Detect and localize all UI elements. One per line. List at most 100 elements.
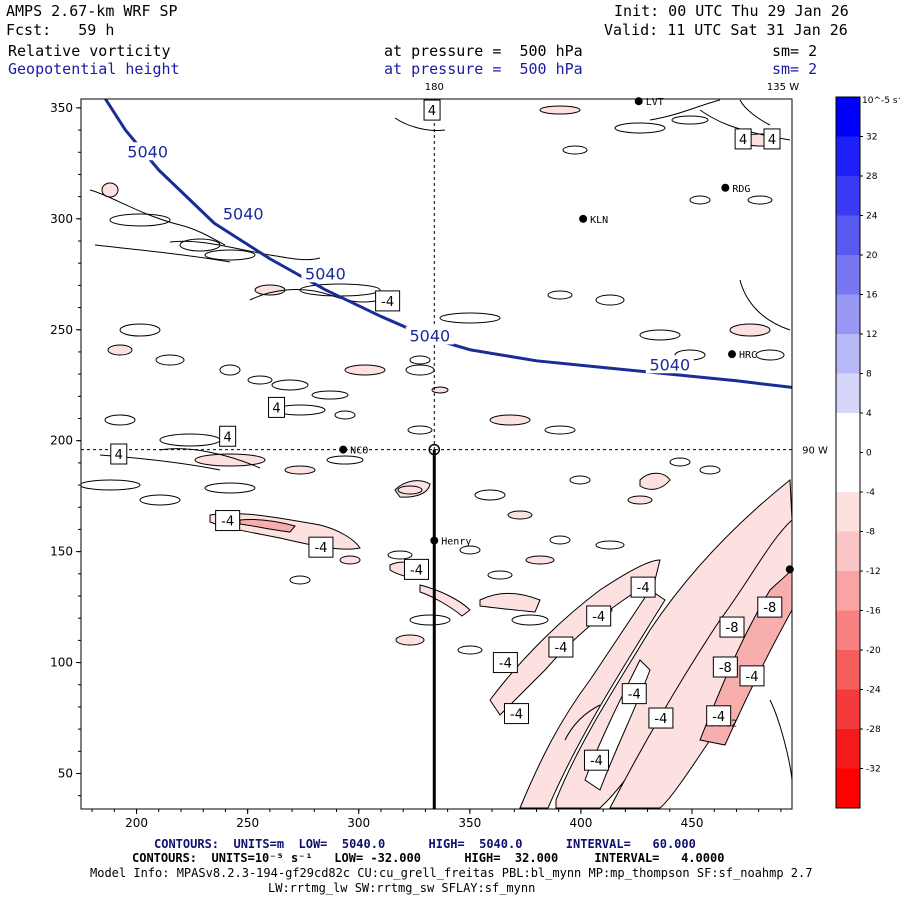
vort-contour	[104, 414, 136, 426]
vort-contour	[219, 364, 241, 376]
station-marker	[728, 350, 737, 359]
station-label: RDG	[732, 184, 750, 195]
vort-contour	[539, 105, 581, 115]
gh-label-bg	[301, 264, 350, 283]
vort-contour	[627, 495, 653, 505]
neg-vort-region	[419, 584, 471, 617]
vort-contour	[119, 323, 161, 337]
vort-contour	[439, 312, 501, 324]
vort-contour	[344, 364, 386, 376]
vort-contour-label: 4	[272, 401, 280, 416]
vort-contour	[755, 349, 785, 361]
vort-label-box	[648, 707, 674, 729]
colorbar-tick-label: 4	[866, 409, 872, 419]
colorbar-tick-label: -20	[866, 646, 881, 656]
vort-contour	[334, 410, 356, 420]
vort-contour	[459, 545, 481, 555]
colorbar: 10^-5 s^-1 32 28 24 20 16 12 8 4 0 -4 -8 -12 -16 -20 -2…	[835, 96, 900, 809]
gh-label-bg	[219, 204, 268, 223]
station-marker	[785, 565, 794, 574]
geopotential-height-layer: 5040 5040 5040 5040 5040	[104, 99, 792, 389]
colorbar-tick-label: 8	[866, 370, 872, 380]
x-tick-label: 250	[236, 816, 259, 830]
vort-label-box	[110, 443, 128, 465]
vort-contour-label: 4	[768, 133, 776, 148]
colorbar-segment	[836, 176, 860, 216]
model-info: Model Info: MPASv8.2.3-194-gf29cd82c CU:…	[90, 866, 813, 880]
station-marker	[339, 445, 348, 454]
vort-label-box	[548, 636, 574, 658]
cross-section-endpoint	[428, 443, 441, 456]
vort-contour	[101, 182, 119, 198]
vort-contour	[247, 375, 273, 385]
colorbar-tick-label: -24	[866, 686, 881, 696]
y-tick-label: 50	[58, 767, 73, 781]
model-title: AMPS 2.67-km WRF SP	[6, 2, 178, 20]
vort-contour	[614, 122, 666, 134]
gh-contour-label: 5040	[649, 355, 690, 374]
vort-contour	[107, 344, 133, 356]
vort-contour	[474, 489, 506, 501]
colorbar-segment	[836, 215, 860, 256]
colorbar-segment	[836, 610, 860, 651]
field2-smoothing: sm= 2	[772, 60, 818, 78]
vort-contour	[284, 465, 316, 475]
vort-contour-label: -4	[590, 754, 603, 769]
vort-contour	[339, 555, 361, 565]
colorbar-segment	[836, 571, 860, 611]
vorticity-shading-layer	[209, 472, 792, 809]
colorbar-tick-label: 12	[866, 330, 877, 340]
vort-contour	[109, 213, 171, 227]
colorbar-tick-label: -4	[866, 488, 875, 498]
vort-contour	[699, 465, 721, 475]
vort-contour-label: -4	[221, 515, 234, 530]
colorbar-segment	[836, 729, 860, 769]
station-label: Henry	[441, 537, 471, 548]
vort-contour-line	[159, 448, 261, 469]
vort-contour	[544, 425, 576, 435]
vort-contour	[511, 614, 549, 626]
meridian-135w-label: 135 W	[767, 82, 799, 93]
vort-contour	[139, 494, 181, 506]
colorbar-segment	[836, 413, 860, 453]
vort-contour-label: -8	[719, 661, 732, 676]
vort-contour	[204, 249, 256, 261]
colorbar-segment	[836, 689, 860, 730]
colorbar-tick-label: 32	[866, 133, 877, 143]
colorbar-tick-label: -32	[866, 765, 881, 775]
x-tick-label: 300	[347, 816, 370, 830]
vort-contour-label: 4	[224, 430, 232, 445]
vort-contour-label: -4	[592, 610, 605, 625]
vort-label-box	[215, 510, 241, 532]
vort-contour	[562, 145, 588, 155]
vorticity-label-layer: 4 4 4 -4 4 4 4 -4 -4 -4 -4 -8 -4 -8 -4 -4 -8 -4 -4 -4 -4 -4 -4	[110, 99, 783, 771]
x-tick-label: 350	[458, 816, 481, 830]
station-marker	[430, 536, 439, 545]
vort-contour	[299, 283, 381, 297]
vort-contour	[311, 390, 349, 400]
field1-level: at pressure = 500 hPa	[384, 42, 583, 60]
y-tick-label: 350	[50, 101, 73, 115]
colorbar-tick-label: 16	[866, 291, 878, 301]
vort-contour	[639, 329, 681, 341]
vort-contour-label: -8	[763, 601, 776, 616]
vort-contour	[81, 479, 141, 491]
vort-contour	[155, 354, 185, 366]
y-tick-label: 300	[50, 212, 73, 226]
vort-contour-label: -4	[499, 657, 512, 672]
field1-name: Relative vorticity	[8, 42, 171, 60]
vort-label-box	[757, 596, 783, 618]
station-marker	[579, 214, 588, 223]
gh-label-bg	[645, 355, 694, 374]
neg-vort-region	[239, 519, 296, 533]
vort-contour	[254, 284, 286, 296]
vort-label-box	[712, 656, 738, 678]
vort-contour-label: -4	[381, 295, 394, 310]
vort-contour	[407, 425, 433, 435]
colorbar-segment	[836, 294, 860, 335]
vort-label-box	[734, 128, 752, 150]
vort-contour-line	[649, 99, 721, 121]
y-tick-label: 150	[50, 545, 73, 559]
vort-contour	[729, 323, 771, 337]
colorbar-segment	[836, 768, 860, 809]
